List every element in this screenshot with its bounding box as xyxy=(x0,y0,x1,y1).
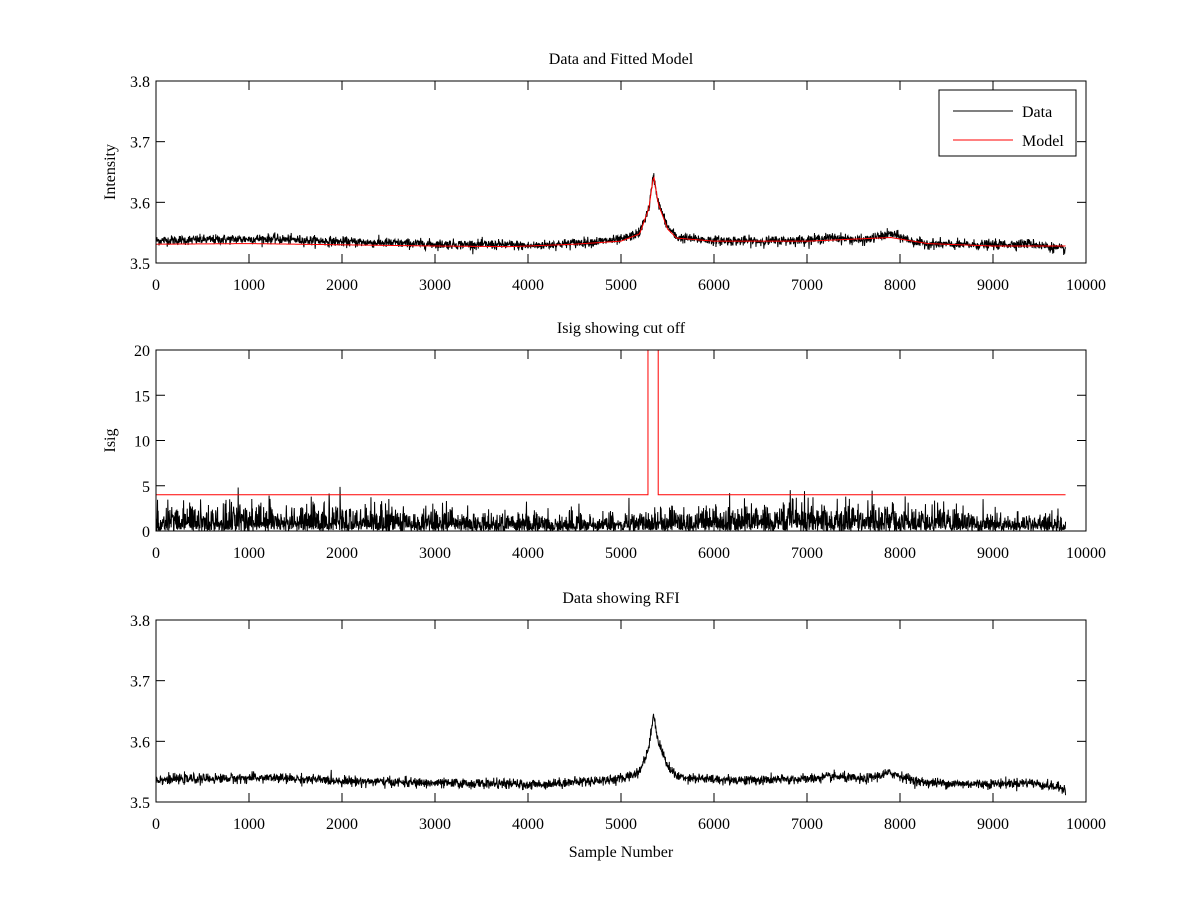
x-tick-label: 5000 xyxy=(605,816,637,833)
legend: Data Model xyxy=(938,89,1077,157)
x-tick-label: 8000 xyxy=(884,277,916,294)
x-tick-label: 7000 xyxy=(791,816,823,833)
x-tick-label: 1000 xyxy=(233,545,265,562)
x-tick-label: 8000 xyxy=(884,816,916,833)
legend-box xyxy=(938,89,1077,157)
x-tick-label: 6000 xyxy=(698,277,730,294)
chart-2-series-2-line xyxy=(156,350,1066,496)
x-tick-label: 6000 xyxy=(698,545,730,562)
x-axis-label: Sample Number xyxy=(569,844,674,861)
x-tick-label: 2000 xyxy=(326,545,358,562)
x-tick-label: 0 xyxy=(152,545,160,562)
x-tick-label: 3000 xyxy=(419,545,451,562)
axes-box xyxy=(155,349,1087,532)
chart-1-series-1-line xyxy=(156,173,1067,256)
y-tick-label: 3.7 xyxy=(130,135,150,152)
x-tick-label: 4000 xyxy=(512,545,544,562)
y-tick-label: 5 xyxy=(142,479,150,496)
x-tick-label: 7000 xyxy=(791,545,823,562)
x-tick-label: 2000 xyxy=(326,816,358,833)
y-tick-label: 3.6 xyxy=(130,734,150,751)
chart-panel-1: 0 1000 2000 3000 4000 5000 6000 7000 8000 9000 100… xyxy=(102,51,1106,294)
y-axis-label: Isig xyxy=(102,429,119,453)
chart-3-series-1-line xyxy=(156,713,1067,796)
chart-panel-2: 0 1000 2000 3000 4000 5000 6000 7000 8000 9000 100… xyxy=(102,320,1106,562)
x-tick-label: 5000 xyxy=(605,277,637,294)
chart-title: Isig showing cut off xyxy=(557,320,686,337)
x-tick-label: 6000 xyxy=(698,816,730,833)
chart-title: Data showing RFI xyxy=(562,590,679,607)
chart-title: Data and Fitted Model xyxy=(549,51,694,68)
x-tick-label: 9000 xyxy=(977,816,1009,833)
y-tick-label: 3.5 xyxy=(130,795,150,812)
y-tick-label: 3.8 xyxy=(130,613,150,630)
x-tick-label: 5000 xyxy=(605,545,637,562)
y-tick-label: 0 xyxy=(142,524,150,541)
y-tick-label: 15 xyxy=(134,388,150,405)
x-tick-label: 0 xyxy=(152,277,160,294)
legend-label-1: Data xyxy=(1022,104,1052,121)
x-tick-label: 9000 xyxy=(977,545,1009,562)
chart-1-series-2-line xyxy=(156,175,1066,248)
y-tick-label: 3.7 xyxy=(130,674,150,691)
x-tick-label: 4000 xyxy=(512,816,544,833)
x-tick-label: 10000 xyxy=(1066,277,1106,294)
x-tick-label: 1000 xyxy=(233,816,265,833)
x-tick-label: 3000 xyxy=(419,816,451,833)
y-tick-label: 20 xyxy=(134,343,150,360)
x-tick-label: 3000 xyxy=(419,277,451,294)
y-tick-label: 10 xyxy=(134,434,150,451)
x-tick-label: 10000 xyxy=(1066,816,1106,833)
x-tick-label: 2000 xyxy=(326,277,358,294)
y-tick-label: 3.8 xyxy=(130,74,150,91)
x-tick-label: 0 xyxy=(152,816,160,833)
x-tick-label: 4000 xyxy=(512,277,544,294)
legend-label-2: Model xyxy=(1022,133,1064,150)
x-tick-label: 1000 xyxy=(233,277,265,294)
x-tick-label: 9000 xyxy=(977,277,1009,294)
y-axis-label: Intensity xyxy=(102,144,119,200)
x-tick-label: 10000 xyxy=(1066,545,1106,562)
y-tick-label: 3.5 xyxy=(130,256,150,273)
chart-2-series-1-line xyxy=(156,486,1067,531)
chart-panel-3: 0 1000 2000 3000 4000 5000 6000 7000 8000 9000 100… xyxy=(130,590,1106,861)
x-tick-label: 8000 xyxy=(884,545,916,562)
y-tick-label: 3.6 xyxy=(130,195,150,212)
x-tick-label: 7000 xyxy=(791,277,823,294)
